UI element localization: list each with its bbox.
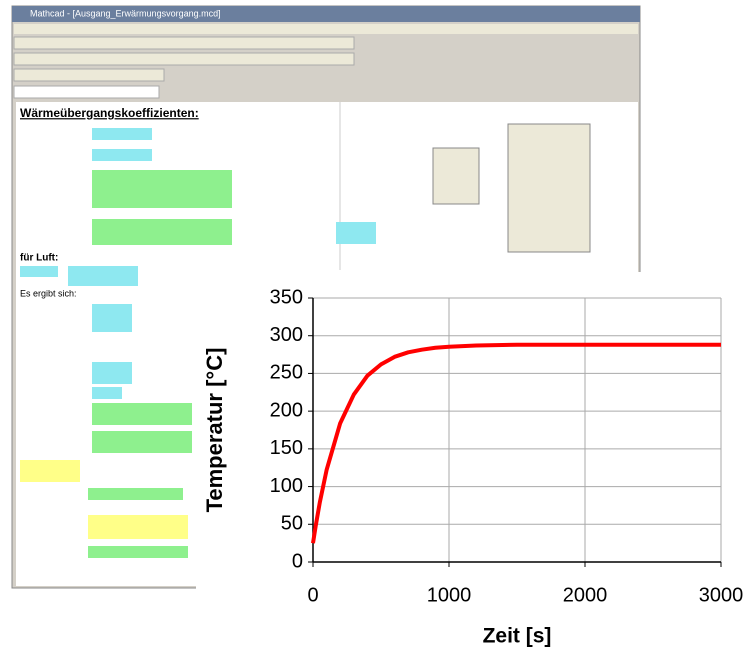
worksheet-heading: Wärmeübergangskoeffizienten: (20, 106, 199, 120)
window-title: Mathcad - [Ausgang_Erwärmungsvorgang.mcd… (30, 8, 221, 18)
style-box (14, 86, 159, 98)
y-tick-label: 200 (270, 399, 303, 421)
y-tick-label: 0 (292, 550, 303, 572)
formula-box (92, 403, 192, 425)
toolbar (14, 53, 354, 65)
formula-box (92, 320, 132, 332)
y-tick-label: 150 (270, 437, 303, 459)
formula-box (68, 266, 138, 286)
y-tick-label: 100 (270, 475, 303, 497)
formula-box (336, 222, 376, 244)
toolbar (14, 69, 164, 81)
formula-box (20, 266, 58, 277)
formula-box (92, 149, 152, 161)
y-tick-label: 300 (270, 324, 303, 346)
y-tick-label: 250 (270, 362, 303, 384)
x-tick-label: 0 (307, 584, 318, 606)
page: Mathcad - [Ausgang_Erwärmungsvorgang.mcd… (0, 0, 756, 653)
scene: Mathcad - [Ausgang_Erwärmungsvorgang.mcd… (0, 0, 756, 653)
formula-box (88, 546, 188, 558)
y-tick-label: 350 (270, 286, 303, 308)
palette (508, 124, 590, 252)
formula-box (88, 488, 183, 500)
toolbar (14, 37, 354, 49)
formula-box (88, 515, 188, 539)
formula-box (92, 431, 192, 453)
y-tick-label: 50 (281, 513, 303, 535)
formula-box (92, 387, 122, 399)
result-label: Es ergibt sich: (20, 288, 77, 298)
x-tick-label: 2000 (563, 584, 608, 606)
formula-box (92, 362, 132, 384)
y-axis-title: Temperatur [°C] (202, 348, 227, 513)
formula-box (92, 219, 232, 245)
x-tick-label: 3000 (699, 584, 744, 606)
formula-box (92, 128, 152, 140)
formula-box (20, 460, 80, 482)
x-axis-title: Zeit [s] (483, 625, 552, 648)
formula-box (92, 170, 232, 208)
x-tick-label: 1000 (427, 584, 472, 606)
menu-bar (14, 24, 638, 34)
palette (433, 148, 479, 204)
section-label: für Luft: (20, 253, 58, 264)
